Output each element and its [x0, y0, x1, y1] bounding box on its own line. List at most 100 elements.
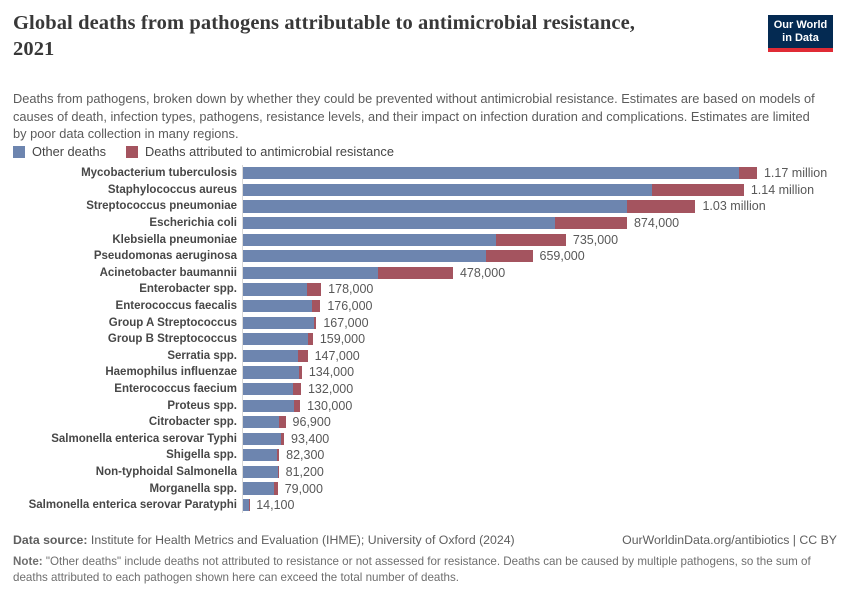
other-deaths-segment[interactable]: [243, 366, 300, 379]
bar-plot-area: 1.14 million: [242, 181, 814, 199]
bar-plot-area: 14,100: [242, 496, 295, 514]
amr-deaths-segment[interactable]: [626, 200, 696, 213]
other-deaths-segment[interactable]: [243, 167, 740, 180]
data-source-body: Institute for Health Metrics and Evaluat…: [87, 533, 515, 547]
total-value-label: 14,100: [256, 498, 295, 513]
total-value-label: 93,400: [291, 431, 330, 446]
stacked-bar: [243, 465, 279, 479]
pathogen-label: Proteus spp.: [167, 399, 237, 412]
total-value-label: 735,000: [572, 232, 619, 247]
note-body: "Other deaths" include deaths not attrib…: [13, 555, 811, 584]
other-deaths-segment[interactable]: [243, 316, 314, 329]
other-deaths-segment[interactable]: [243, 266, 379, 279]
stacked-bar: [243, 416, 286, 429]
other-deaths-segment[interactable]: [243, 333, 309, 346]
amr-deaths-segment[interactable]: [307, 283, 322, 296]
pathogen-label: Pseudomonas aeruginosa: [93, 250, 237, 263]
legend-item-amr-deaths[interactable]: Deaths attributed to antimicrobial resis…: [125, 144, 394, 159]
bar-plot-area: 79,000: [242, 480, 323, 497]
other-deaths-segment[interactable]: [243, 465, 278, 479]
bar-plot-area: 735,000: [242, 231, 618, 248]
legend-item-other-deaths[interactable]: Other deaths: [13, 144, 106, 159]
chart-row: Group B Streptococcus 159,000: [13, 330, 827, 348]
pathogen-label: Shigella spp.: [166, 449, 237, 462]
other-deaths-segment[interactable]: [243, 416, 280, 429]
amr-deaths-segment[interactable]: [378, 266, 453, 279]
total-value-label: 167,000: [323, 315, 369, 330]
data-source-prefix: Data source:: [13, 533, 88, 547]
other-deaths-segment[interactable]: [243, 399, 294, 412]
stacked-bar: [243, 200, 696, 213]
other-deaths-segment[interactable]: [243, 233, 497, 246]
stacked-bar: [243, 382, 301, 396]
amr-deaths-segment[interactable]: [299, 366, 302, 379]
stacked-bar: [243, 283, 322, 296]
amr-deaths-segment[interactable]: [279, 416, 286, 429]
amr-deaths-segment[interactable]: [311, 299, 321, 313]
pathogen-label: Morganella spp.: [149, 482, 237, 495]
chart-row: Escherichia coli 874,000: [13, 214, 827, 232]
amr-deaths-swatch-icon: [125, 145, 138, 158]
bar-plot-area: 81,200: [242, 463, 324, 481]
other-deaths-segment[interactable]: [243, 449, 277, 462]
chart-row: Citrobacter spp. 96,900: [13, 413, 827, 431]
other-deaths-segment[interactable]: [243, 216, 556, 230]
other-deaths-segment[interactable]: [243, 200, 627, 213]
total-value-label: 176,000: [327, 299, 373, 314]
footer-source-row: Data source: Institute for Health Metric…: [13, 533, 837, 547]
chart-row: Pseudomonas aeruginosa 659,000: [13, 247, 827, 265]
amr-deaths-segment[interactable]: [293, 399, 301, 412]
stacked-bar: [243, 250, 533, 263]
chart-row: Non-typhoidal Salmonella 81,200: [13, 463, 827, 481]
total-value-label: 134,000: [308, 365, 355, 380]
owid-url-link[interactable]: OurWorldinData.org/antibiotics | CC BY: [622, 533, 837, 547]
title-line-2: 2021: [13, 38, 55, 60]
total-value-label: 874,000: [633, 216, 680, 231]
pathogen-label: Staphylococcus aureus: [107, 183, 237, 196]
amr-deaths-segment[interactable]: [281, 432, 285, 445]
amr-deaths-segment[interactable]: [496, 233, 566, 246]
amr-deaths-segment[interactable]: [652, 183, 744, 196]
total-value-label: 478,000: [459, 265, 506, 280]
amr-deaths-segment[interactable]: [555, 216, 627, 230]
chart-row: Group A Streptococcus 167,000: [13, 314, 827, 331]
pathogen-label: Group A Streptococcus: [108, 316, 237, 329]
other-deaths-segment[interactable]: [243, 432, 282, 445]
pathogen-label: Acinetobacter baumannii: [99, 266, 237, 279]
footer-note: Note: "Other deaths" include deaths not …: [13, 554, 835, 585]
amr-deaths-segment[interactable]: [298, 349, 308, 362]
amr-deaths-segment[interactable]: [276, 449, 280, 462]
pathogen-label: Enterobacter spp.: [139, 283, 237, 296]
legend-label: Other deaths: [32, 144, 106, 159]
stacked-bar: [243, 266, 453, 279]
total-value-label: 130,000: [307, 398, 353, 413]
other-deaths-segment[interactable]: [243, 299, 312, 313]
amr-deaths-segment[interactable]: [292, 382, 301, 396]
other-deaths-segment[interactable]: [243, 183, 653, 196]
total-value-label: 79,000: [284, 481, 323, 496]
pathogen-label: Streptococcus pneumoniae: [86, 200, 237, 213]
other-deaths-segment[interactable]: [243, 349, 299, 362]
chart-row: Klebsiella pneumoniae 735,000: [13, 231, 827, 248]
amr-deaths-segment[interactable]: [274, 482, 278, 495]
pathogen-label: Enterococcus faecium: [114, 383, 237, 396]
stacked-bar: [243, 499, 250, 512]
pathogen-label: Haemophilus influenzae: [105, 366, 237, 379]
amr-deaths-segment[interactable]: [739, 167, 757, 180]
owid-logo[interactable]: Our World in Data: [768, 15, 833, 52]
legend: Other deaths Deaths attributed to antimi…: [13, 144, 394, 159]
other-deaths-segment[interactable]: [243, 283, 308, 296]
other-deaths-segment[interactable]: [243, 382, 293, 396]
other-deaths-segment[interactable]: [243, 482, 275, 495]
bar-plot-area: 130,000: [242, 397, 352, 414]
bar-plot-area: 478,000: [242, 264, 506, 282]
other-deaths-segment[interactable]: [243, 499, 250, 512]
pathogen-label: Escherichia coli: [149, 217, 237, 230]
amr-deaths-segment[interactable]: [313, 316, 317, 329]
amr-deaths-segment[interactable]: [486, 250, 533, 263]
bar-plot-area: 659,000: [242, 247, 585, 265]
chart-subtitle: Deaths from pathogens, broken down by wh…: [13, 91, 815, 141]
amr-deaths-segment[interactable]: [308, 333, 313, 346]
other-deaths-segment[interactable]: [243, 250, 487, 263]
amr-deaths-segment[interactable]: [277, 465, 279, 479]
